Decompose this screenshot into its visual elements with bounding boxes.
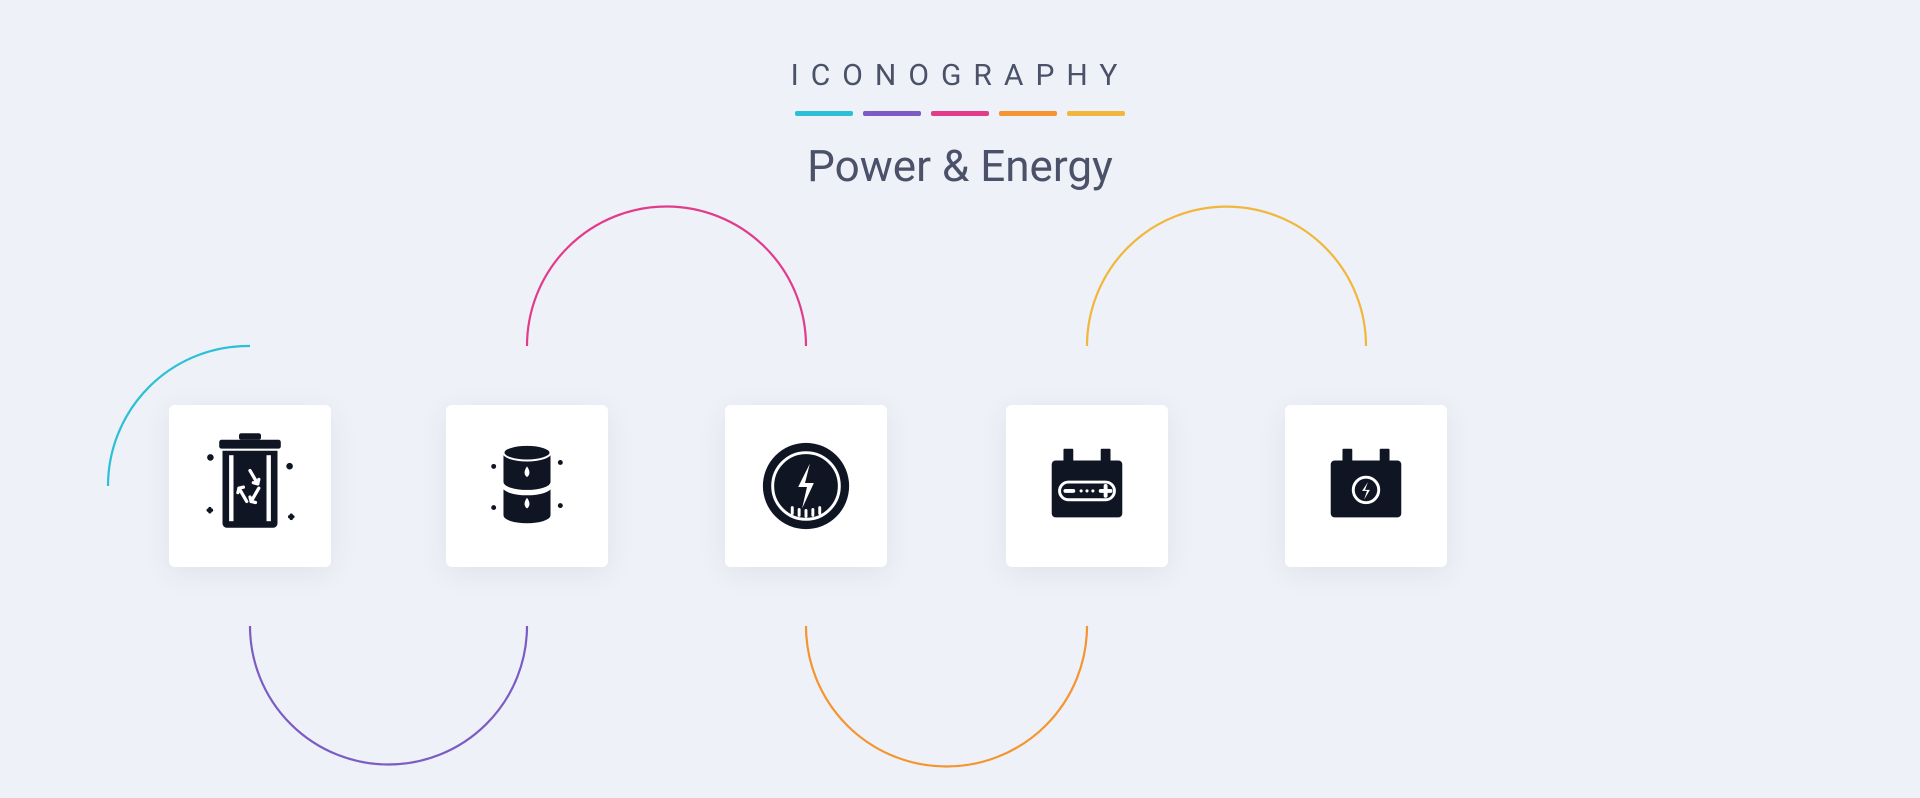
accent-seg-violet [863,111,921,116]
car-battery-icon [1038,437,1136,535]
accent-seg-yellow [1067,111,1125,116]
icon-tile-oil-barrel[interactable] [446,405,608,567]
page-header: ICONOGRAPHY Power & Energy [0,0,1920,192]
accent-seg-teal [795,111,853,116]
icon-tile-recycle-bin[interactable] [169,405,331,567]
accent-seg-magenta [931,111,989,116]
icon-tile-voltmeter[interactable] [725,405,887,567]
collection-title: Power & Energy [0,140,1920,192]
oil-barrel-icon [478,437,576,535]
curve-violet [250,626,527,765]
curve-yellow [1087,207,1366,346]
accumulator-icon [1317,437,1415,535]
color-accent-bar [0,111,1920,116]
accent-seg-orange [999,111,1057,116]
voltmeter-icon [757,437,855,535]
brand-wordmark: ICONOGRAPHY [0,58,1920,93]
curve-orange [806,626,1087,767]
recycle-bin-icon [195,431,305,541]
icon-tile-car-battery[interactable] [1006,405,1168,567]
icon-tile-accumulator[interactable] [1285,405,1447,567]
curve-magenta [527,207,806,346]
